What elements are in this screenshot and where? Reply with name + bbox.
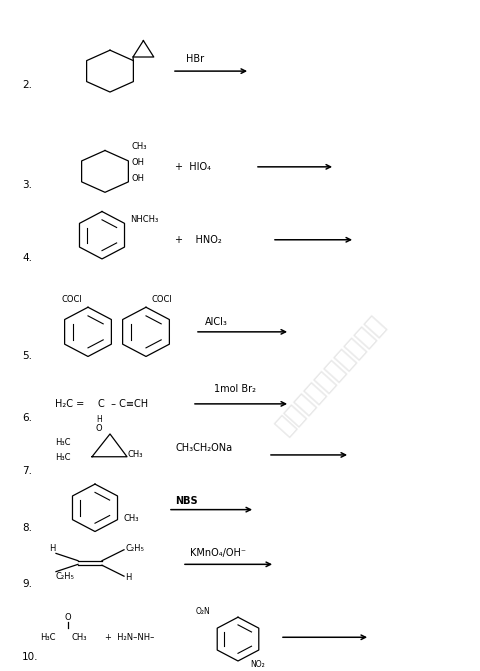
Text: COCl: COCl: [61, 295, 82, 305]
Text: CH₃: CH₃: [72, 633, 87, 641]
Text: +    HNO₂: + HNO₂: [175, 235, 221, 245]
Text: H₃C: H₃C: [40, 633, 55, 641]
Text: +  HIO₄: + HIO₄: [175, 162, 211, 172]
Text: 1mol Br₂: 1mol Br₂: [214, 384, 255, 395]
Text: KMnO₄/OH⁻: KMnO₄/OH⁻: [190, 548, 245, 558]
Text: 10.: 10.: [22, 652, 38, 662]
Text: O: O: [64, 613, 71, 622]
Text: H: H: [48, 544, 55, 554]
Text: C₂H₅: C₂H₅: [125, 544, 144, 554]
Text: 8.: 8.: [22, 523, 32, 533]
Text: OH: OH: [132, 158, 144, 167]
Text: H₂C =: H₂C =: [55, 399, 84, 409]
Text: C: C: [98, 399, 105, 409]
Text: CH₃: CH₃: [123, 514, 138, 523]
Text: HBr: HBr: [186, 54, 204, 64]
Text: 9.: 9.: [22, 579, 32, 589]
Text: C₂H₅: C₂H₅: [55, 572, 74, 580]
Text: NBS: NBS: [175, 495, 197, 505]
Text: 4.: 4.: [22, 253, 32, 263]
Text: CH₃: CH₃: [128, 450, 143, 460]
Text: 5.: 5.: [22, 352, 32, 362]
Text: H₃C: H₃C: [55, 453, 71, 462]
Text: O₂N: O₂N: [195, 607, 210, 616]
Text: NO₂: NO₂: [250, 660, 264, 669]
Text: H: H: [125, 572, 131, 582]
Text: AlCl₃: AlCl₃: [204, 317, 228, 327]
Text: 6.: 6.: [22, 413, 32, 423]
Text: – C≡CH: – C≡CH: [108, 399, 148, 409]
Text: CH₃CH₂ONa: CH₃CH₂ONa: [175, 443, 232, 453]
Text: H₃C: H₃C: [55, 437, 71, 447]
Text: COCl: COCl: [151, 295, 172, 305]
Text: NHCH₃: NHCH₃: [130, 215, 158, 224]
Text: 河北省教育厅版权所有: 河北省教育厅版权所有: [270, 311, 388, 438]
Text: 7.: 7.: [22, 466, 32, 476]
Text: +  H₂N–NH–: + H₂N–NH–: [105, 633, 154, 641]
Text: CH₃: CH₃: [132, 142, 147, 151]
Text: 3.: 3.: [22, 180, 32, 190]
Text: OH: OH: [132, 174, 144, 183]
Text: 2.: 2.: [22, 80, 32, 90]
Text: H: H: [96, 415, 102, 424]
Text: O: O: [96, 424, 102, 433]
